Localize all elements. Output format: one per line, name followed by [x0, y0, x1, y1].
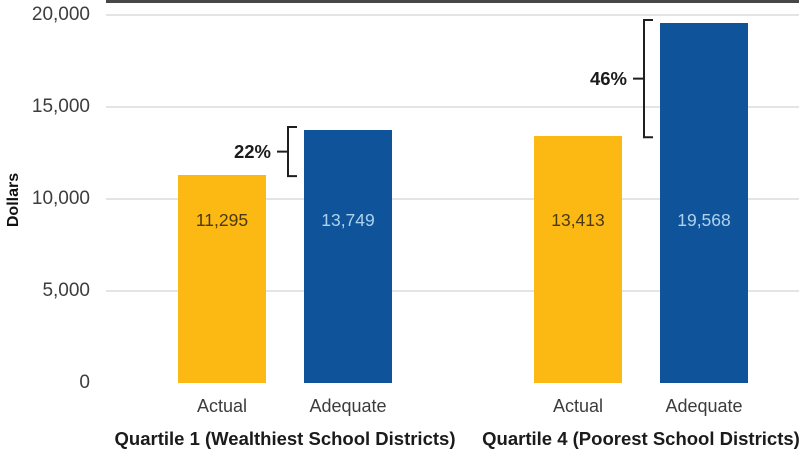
category-label: Actual [552, 396, 604, 416]
y-tick-label: 0 [79, 372, 90, 393]
bar-adequate-group1: 13,749 [304, 130, 392, 383]
x-axis-line [106, 0, 799, 3]
bar-value-label: 11,295 [195, 209, 249, 230]
y-tick-label: 10,000 [31, 188, 90, 209]
group-label: Quartile 1 (Wealthiest School Districts) [114, 428, 456, 449]
difference-percent-label: 22% [233, 140, 271, 162]
group-label: Quartile 4 (Poorest School Districts) [482, 428, 799, 449]
bar-value-label: 13,413 [551, 209, 605, 230]
bar-value-label: 19,568 [677, 209, 731, 230]
y-tick-label: 5,000 [42, 280, 90, 301]
difference-bracket [277, 126, 297, 178]
gridline [106, 14, 799, 16]
gridline [106, 290, 799, 292]
y-tick-label: 15,000 [31, 96, 90, 117]
difference-percent-label: 46% [589, 67, 627, 89]
bar-actual-group1: 11,295 [178, 175, 266, 383]
gridline [106, 198, 799, 200]
gridline [106, 106, 799, 108]
bar-value-label: 13,749 [321, 209, 375, 230]
bar-adequate-group2: 19,568 [660, 22, 748, 383]
category-label: Adequate [665, 396, 743, 416]
bar-actual-group2: 13,413 [534, 136, 622, 383]
difference-bracket [633, 18, 653, 139]
y-tick-label: 20,000 [31, 4, 90, 25]
category-label: Actual [196, 396, 248, 416]
category-label: Adequate [309, 396, 387, 416]
